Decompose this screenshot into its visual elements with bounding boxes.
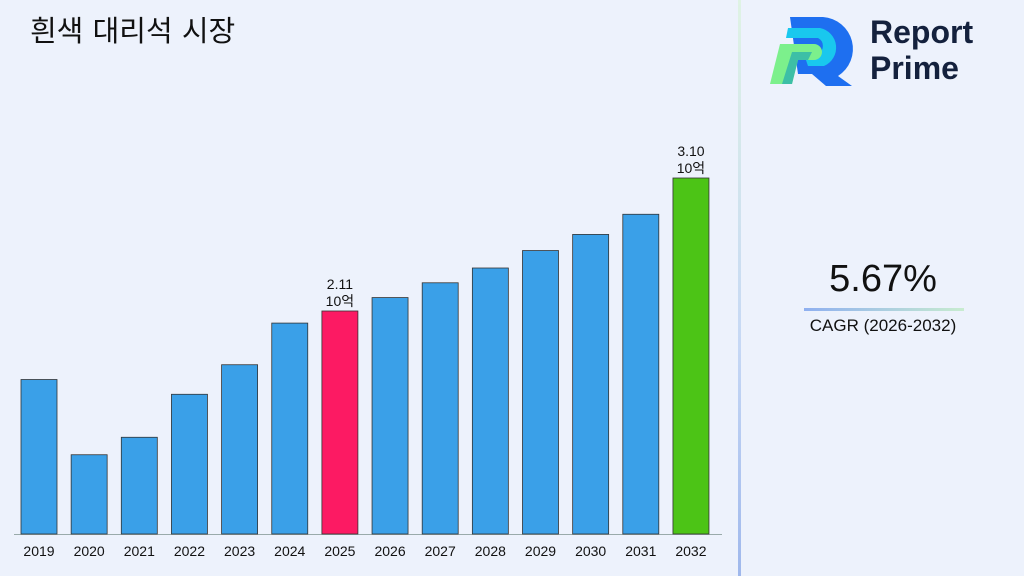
report-prime-logo-icon <box>770 17 853 86</box>
x-tick-label: 2032 <box>675 543 706 559</box>
chart-title: 흰색 대리석 시장 <box>30 14 236 48</box>
bar-2021 <box>120 436 158 535</box>
x-tick-label: 2029 <box>525 543 556 559</box>
x-tick-label: 2025 <box>324 543 355 559</box>
x-tick-label: 2028 <box>475 543 506 559</box>
x-tick-label: 2019 <box>23 543 54 559</box>
bar-2028 <box>471 267 509 535</box>
x-tick-label: 2023 <box>224 543 255 559</box>
bar-2027 <box>421 282 459 535</box>
data-label: 2.11 <box>327 276 353 292</box>
data-label: 3.10 <box>677 143 704 159</box>
bar-2023 <box>221 364 259 535</box>
x-tick-label: 2031 <box>625 543 656 559</box>
divider <box>738 0 741 576</box>
bar-2025 <box>321 310 359 535</box>
brand-line-2: Prime <box>870 50 959 86</box>
brand-line-1: Report <box>870 14 974 50</box>
bar-2029 <box>522 250 559 535</box>
x-tick-label: 2022 <box>174 543 205 559</box>
bar-2019 <box>20 379 58 535</box>
cagr-value: 5.67% <box>829 258 937 300</box>
x-tick-label: 2020 <box>74 543 105 559</box>
x-tick-label: 2024 <box>274 543 305 559</box>
data-label: 10억 <box>677 160 705 176</box>
x-tick-label: 2021 <box>124 543 155 559</box>
x-tick-label: 2030 <box>575 543 606 559</box>
bar-2032 <box>672 177 710 535</box>
x-tick-label: 2027 <box>425 543 456 559</box>
bar-2030 <box>572 234 610 535</box>
x-tick-label: 2026 <box>374 543 405 559</box>
bar-2022 <box>171 393 208 535</box>
bar-2020 <box>70 454 108 535</box>
bar-2031 <box>622 213 660 535</box>
data-label: 10억 <box>326 293 354 309</box>
cagr-label: CAGR (2026-2032) <box>809 316 957 335</box>
bar-2026 <box>371 297 409 535</box>
bar-2024 <box>271 322 309 535</box>
brand-name: Report Prime <box>870 14 973 86</box>
cagr-underline <box>804 308 964 311</box>
